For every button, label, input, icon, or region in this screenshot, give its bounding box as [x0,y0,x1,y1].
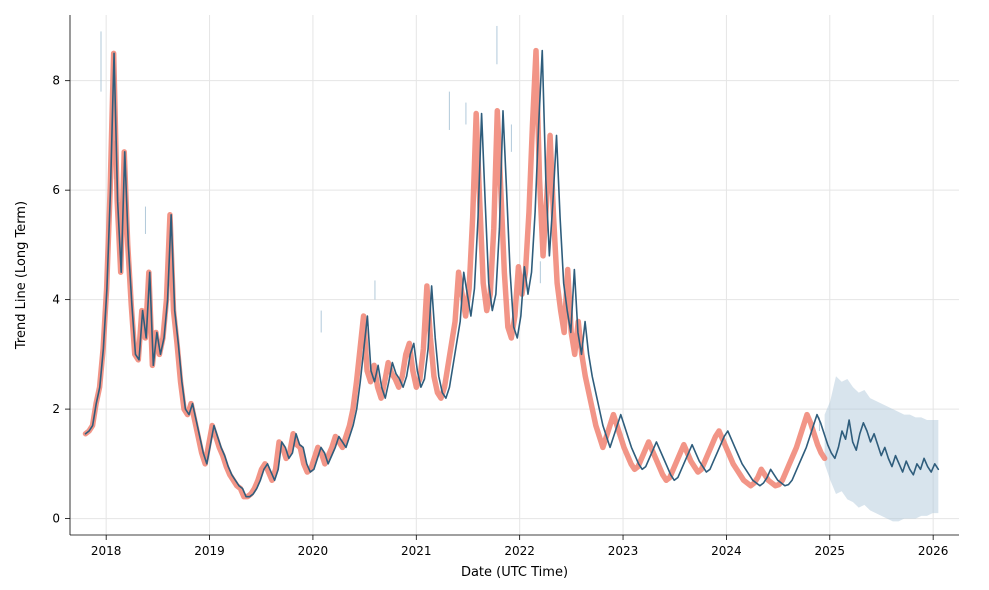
y-axis-label: Trend Line (Long Term) [14,201,29,350]
y-tick-label: 6 [52,183,60,197]
x-axis-label: Date (UTC Time) [461,565,568,580]
x-tick-label: 2021 [401,544,432,558]
y-tick-label: 8 [52,74,60,88]
trend-chart: 2018 2019 2020 2021 2022 2023 2024 2025 2026 0 2 4 6… [0,0,989,590]
x-tick-label: 2023 [608,544,639,558]
chart-container: 2018 2019 2020 2021 2022 2023 2024 2025 2026 0 2 4 6… [0,0,989,590]
x-tick-label: 2018 [91,544,122,558]
x-tick-label: 2026 [918,544,949,558]
y-tick-label: 4 [52,293,60,307]
y-tick-label: 0 [52,512,60,526]
x-tick-label: 2020 [298,544,329,558]
x-tick-label: 2022 [504,544,535,558]
x-tick-label: 2025 [815,544,846,558]
x-tick-label: 2024 [711,544,742,558]
y-tick-label: 2 [52,402,60,416]
x-tick-label: 2019 [194,544,225,558]
